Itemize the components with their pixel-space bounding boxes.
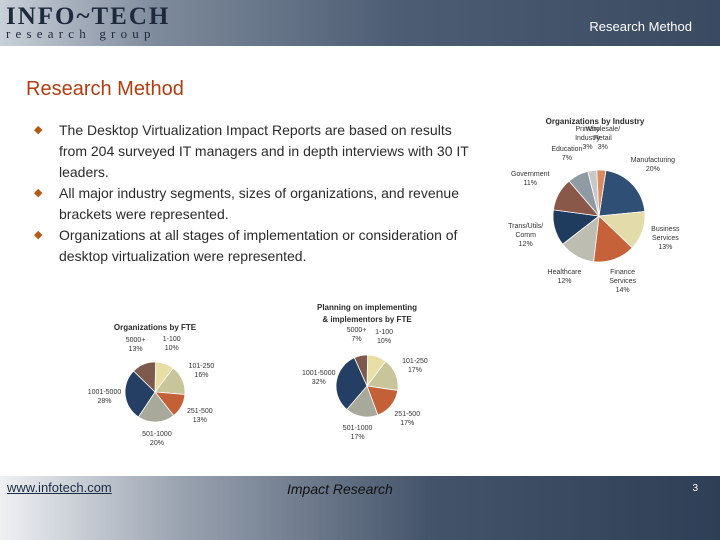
pie-slice-1001-5000 [335, 357, 368, 411]
slice-label: Primary Industry 3% [575, 126, 600, 152]
diamond-bullet-icon: ◆ [34, 229, 43, 241]
pie-svg [552, 169, 646, 263]
page-number: 3 [692, 483, 698, 494]
bullet-item: ◆ Organizations at all stages of implemen… [34, 225, 474, 267]
bullet-text: The Desktop Virtualization Impact Report… [59, 122, 469, 180]
page-title: Research Method [26, 78, 184, 100]
pie-slice-5000- [353, 354, 369, 387]
slice-label: 1001-5000 32% [302, 370, 336, 387]
pie-svg [335, 354, 399, 418]
pie-slice-1001-5000 [124, 370, 156, 418]
industry-pie-chart: Organizations by Industry Manufacturing 2… [508, 112, 682, 316]
slice-label: Healthcare 12% [547, 268, 582, 285]
pie-slice-501-1000 [137, 391, 175, 423]
pie-slice-5000- [132, 361, 157, 393]
fte-pie-chart: Organizations by FTE 1-100 10% 101-250 16% 2… [80, 316, 230, 448]
slice-label: 5000+ 7% [346, 327, 367, 344]
slice-label: Wholesale/Retail 3% [585, 125, 621, 151]
chart-title: Planning on implementing & implementors … [317, 303, 417, 324]
slice-label: 1001-5000 28% [87, 389, 122, 406]
bullet-item: ◆ All major industry segments, sizes of o… [34, 183, 474, 225]
slice-label: 101-250 16% [188, 363, 215, 380]
diamond-bullet-icon: ◆ [34, 124, 43, 136]
infotech-logo: INFO~TECH research group [6, 3, 171, 41]
bullet-list: ◆ The Desktop Virtualization Impact Repor… [34, 120, 474, 267]
footer-center-text: Impact Research [287, 481, 393, 497]
chart-title: Organizations by Industry [545, 117, 645, 126]
header-title: Research Method [589, 19, 692, 34]
logo-sub-text: research group [6, 26, 156, 41]
pie-slice-manufacturing [598, 170, 646, 217]
slice-label: Trans/Utils/Comm 12% [508, 223, 544, 249]
diamond-bullet-icon: ◆ [34, 187, 43, 199]
slice-label: Manufacturing 20% [630, 157, 676, 174]
slice-label: Government 11% [510, 170, 550, 187]
slice-label: Education 7% [551, 145, 583, 162]
bullet-text: All major industry segments, sizes of or… [59, 185, 459, 222]
footer-url-link[interactable]: www.infotech.com [7, 480, 112, 495]
pie-svg [124, 361, 186, 423]
header-bar: INFO~TECH research group Research Method [0, 0, 720, 46]
chart-title: Organizations by FTE [113, 323, 197, 332]
footer-bar: www.infotech.com Impact Research 3 [0, 476, 720, 540]
slice-label: 5000+ 13% [125, 336, 146, 353]
pie-slice-wholesale-retail [596, 169, 607, 217]
bullet-text: Organizations at all stages of implement… [59, 227, 458, 264]
logo-main-text: INFO~TECH [6, 3, 171, 30]
slice-label: Business Services 13% [651, 226, 680, 252]
slice-label: 1-100 10% [375, 328, 393, 345]
slice-label: Finance Services 14% [609, 269, 637, 295]
slice-label: 501-1000 17% [342, 425, 373, 441]
planning-fte-pie-chart: Planning on implementing & implementors … [302, 298, 432, 442]
slice-label: 1-100 10% [162, 335, 181, 352]
bullet-item: ◆ The Desktop Virtualization Impact Repor… [34, 120, 474, 183]
slice-label: 251-500 17% [394, 410, 421, 427]
slice-label: 251-500 13% [186, 408, 213, 425]
slice-label: 101-250 17% [402, 358, 428, 375]
slice-label: 501-1000 20% [142, 431, 172, 447]
